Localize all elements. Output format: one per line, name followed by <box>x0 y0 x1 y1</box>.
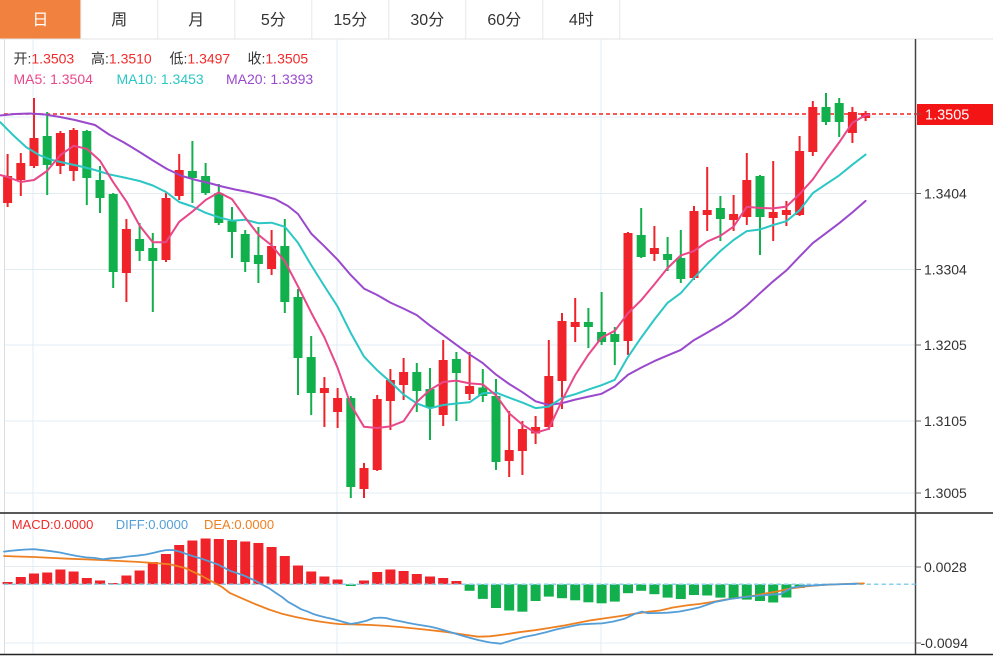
svg-text:-0.0094: -0.0094 <box>921 635 969 651</box>
svg-text:1.3005: 1.3005 <box>924 485 967 501</box>
svg-text:MA5: 1.3504: MA5: 1.3504 <box>14 71 94 87</box>
svg-text:高:1.3510: 高:1.3510 <box>91 51 152 67</box>
svg-text:1.3505: 1.3505 <box>925 108 969 124</box>
svg-text:30分: 30分 <box>410 11 444 29</box>
svg-text:5分: 5分 <box>261 11 286 29</box>
svg-text:MA20: 1.3393: MA20: 1.3393 <box>226 71 313 87</box>
svg-text:周: 周 <box>111 12 127 29</box>
svg-text:收:1.3505: 收:1.3505 <box>248 51 309 67</box>
svg-text:1.3105: 1.3105 <box>924 413 967 429</box>
svg-text:1.3404: 1.3404 <box>924 186 967 202</box>
svg-text:MA10: 1.3453: MA10: 1.3453 <box>117 71 204 87</box>
svg-text:低:1.3497: 低:1.3497 <box>170 51 231 67</box>
svg-text:4时: 4时 <box>569 11 594 29</box>
svg-text:1.3205: 1.3205 <box>924 337 967 353</box>
svg-text:月: 月 <box>188 12 204 29</box>
svg-text:开:1.3503: 开:1.3503 <box>14 51 75 67</box>
svg-text:60分: 60分 <box>487 11 521 29</box>
svg-text:0.0028: 0.0028 <box>924 559 967 575</box>
svg-text:15分: 15分 <box>333 11 367 29</box>
svg-text:DEA:0.0000: DEA:0.0000 <box>204 517 274 532</box>
svg-text:DIFF:0.0000: DIFF:0.0000 <box>116 517 188 532</box>
svg-text:MACD:0.0000: MACD:0.0000 <box>12 517 94 532</box>
svg-text:1.3304: 1.3304 <box>924 262 967 278</box>
svg-text:日: 日 <box>32 12 48 29</box>
